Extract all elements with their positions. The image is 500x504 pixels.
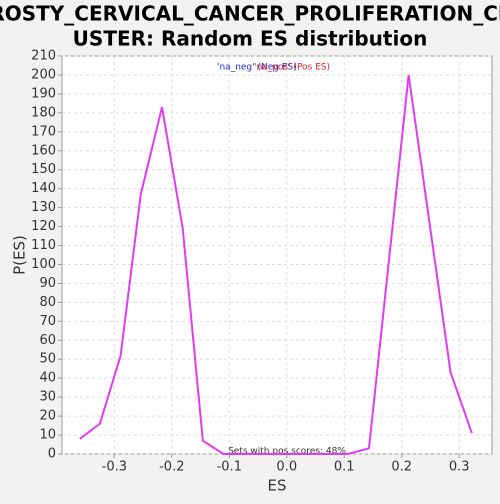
chart-title: ROSTY_CERVICAL_CANCER_PROLIFERATION_CL [0, 2, 500, 26]
y-tick-label: 180 [31, 105, 56, 120]
x-tick-label: 0.3 [449, 460, 470, 475]
legend-entry: 'na_neg' (Neg ES) [217, 63, 297, 73]
legend-entry: 'na_pos' (Pos ES) [254, 63, 330, 73]
y-tick-label: 120 [31, 219, 56, 234]
y-tick-label: 140 [31, 181, 56, 196]
chart-title: USTER: Random ES distribution [73, 27, 428, 51]
y-tick-label: 210 [31, 49, 56, 64]
x-tick-label: -0.2 [159, 460, 184, 475]
y-tick-label: 200 [31, 67, 56, 82]
y-tick-label: 80 [39, 295, 56, 310]
y-tick-label: 90 [39, 276, 56, 291]
x-axis-label: ES [268, 477, 287, 495]
y-tick-label: 60 [39, 333, 56, 348]
y-tick-label: 20 [39, 409, 56, 424]
y-axis-label: P(ES) [11, 235, 29, 275]
y-tick-label: 30 [39, 390, 56, 405]
x-tick-label: 0.0 [276, 460, 297, 475]
y-tick-label: 100 [31, 257, 56, 272]
y-tick-label: 130 [31, 200, 56, 215]
x-tick-label: 0.2 [391, 460, 412, 475]
y-tick-label: 110 [31, 238, 56, 253]
y-tick-label: 0 [48, 447, 56, 462]
series-line [79, 74, 473, 455]
x-tick-label: 0.1 [334, 460, 355, 475]
x-tick-label: -0.1 [217, 460, 242, 475]
y-tick-label: 160 [31, 143, 56, 158]
y-tick-label: 10 [39, 428, 56, 443]
plot-area [61, 55, 493, 455]
y-tick-label: 190 [31, 86, 56, 101]
x-tick-label: -0.3 [102, 460, 127, 475]
annotation: Sets with pos scores: 48% [228, 447, 346, 457]
y-tick-label: 170 [31, 124, 56, 139]
y-tick-label: 40 [39, 371, 56, 386]
y-tick-label: 70 [39, 314, 56, 329]
y-tick-label: 150 [31, 162, 56, 177]
y-tick-label: 50 [39, 352, 56, 367]
